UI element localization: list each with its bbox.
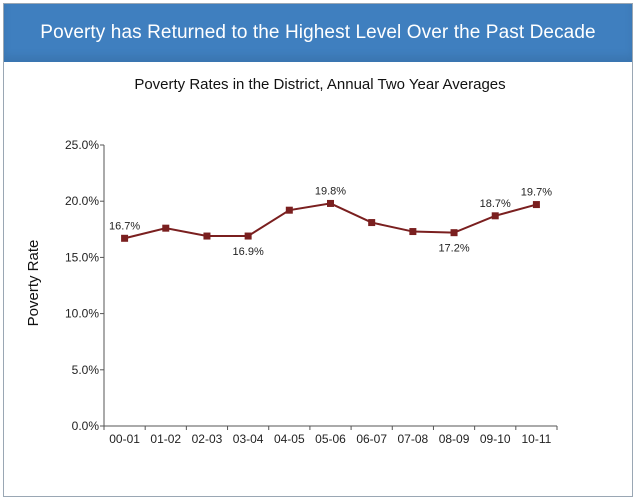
data-point [532,201,540,209]
data-label: 16.9% [233,246,264,258]
y-tick-label: 0.0% [72,419,100,433]
x-tick-label: 02-03 [192,432,223,446]
data-label: 17.2% [438,243,469,255]
x-tick-label: 08-09 [439,432,470,446]
y-tick-label: 25.0% [65,138,99,152]
series-line [124,202,537,240]
y-tick-label: 15.0% [65,250,99,264]
y-tick-label: 10.0% [65,307,99,321]
data-point [244,232,252,240]
data-label: 18.7% [480,198,511,210]
data-point [285,206,293,214]
y-tick-label: 20.0% [65,194,99,208]
data-point [368,219,376,227]
data-point [121,234,129,242]
data-label: 16.7% [109,220,140,232]
x-tick-label: 10-11 [522,432,552,446]
x-tick-label: 00-01 [109,432,140,446]
x-tick-label: 01-02 [150,432,181,446]
x-tick-label: 07-08 [398,432,429,446]
header-banner: Poverty has Returned to the Highest Leve… [4,4,632,62]
x-tick-label: 09-10 [480,432,511,446]
chart-frame: Poverty has Returned to the Highest Leve… [3,3,633,497]
x-tick-label: 04-05 [274,432,305,446]
chart-title: Poverty Rates in the District, Annual Tw… [134,76,506,93]
data-point [491,212,499,220]
x-tick-label: 05-06 [315,432,346,446]
data-point [450,229,458,237]
y-tick-label: 5.0% [72,363,100,377]
data-label: 19.8% [315,185,346,197]
y-axis-label: Poverty Rate [25,240,42,327]
data-label: 19.7% [521,187,552,199]
data-point [162,224,170,232]
x-tick-label: 06-07 [356,432,387,446]
data-point [409,228,417,236]
x-tick-label: 03-04 [233,432,264,446]
banner-title: Poverty has Returned to the Highest Leve… [40,22,596,43]
data-point [203,232,211,240]
data-point [327,199,334,207]
